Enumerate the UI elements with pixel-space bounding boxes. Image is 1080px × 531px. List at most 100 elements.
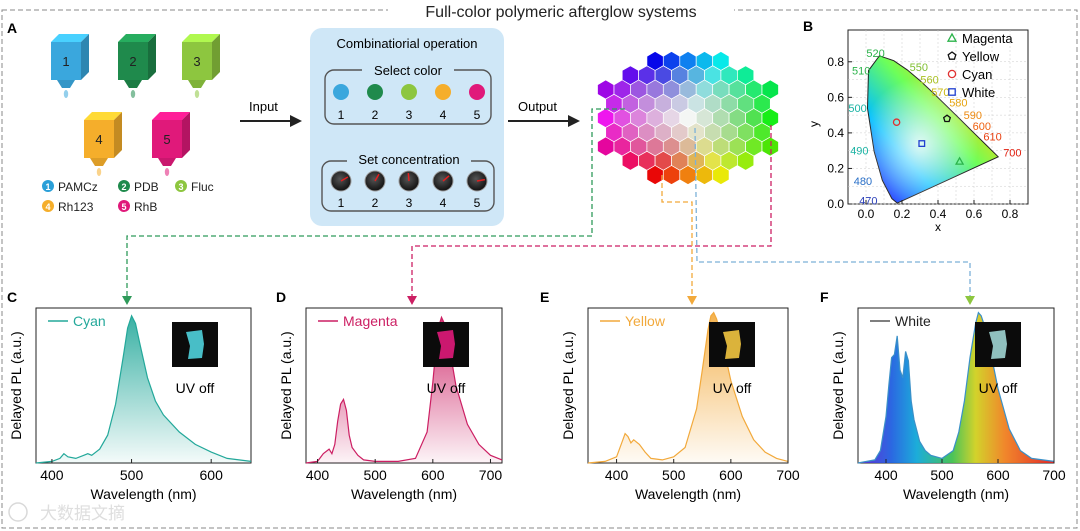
x-tick-label: 400	[40, 467, 64, 483]
vial-number: 1	[62, 54, 69, 69]
cie-x-tick: 0.2	[894, 207, 911, 221]
panel-label-b: B	[803, 18, 813, 34]
input-arrow: Input	[240, 99, 302, 127]
panel-label-e: E	[540, 289, 549, 305]
wavelength-label: 590	[964, 110, 982, 122]
y-axis-label: Delayed PL (a.u.)	[560, 331, 576, 439]
wavelength-label: 510	[852, 66, 870, 78]
dye-legend-item: 2 PDB	[118, 180, 159, 194]
wavelength-label: 520	[866, 48, 884, 60]
vial-number: 4	[95, 132, 102, 147]
wavelength-label: 600	[973, 121, 991, 133]
panel-label-a: A	[7, 20, 17, 36]
x-tick-label: 500	[662, 467, 686, 483]
x-tick-label: 600	[200, 467, 224, 483]
select-color-dot-3[interactable]: 3	[401, 84, 417, 122]
hex-cell	[737, 150, 755, 171]
cie-y-tick: 0.4	[827, 126, 844, 140]
cie-y-tick: 0.0	[827, 197, 844, 211]
svg-text:RhB: RhB	[134, 200, 157, 214]
spectrum-legend: Magenta	[343, 313, 398, 329]
wavelength-label: 490	[850, 146, 868, 158]
concentration-dial-5[interactable]: 5	[466, 170, 488, 210]
concentration-dials: 1 2 3 4 5	[330, 170, 488, 210]
spectrum-legend: White	[895, 313, 931, 329]
cie-y-tick: 0.8	[827, 55, 844, 69]
select-color-dot-5[interactable]: 5	[469, 84, 485, 122]
x-axis-label: Wavelength (nm)	[351, 486, 457, 502]
figure-title: Full-color polymeric afterglow systems	[425, 4, 696, 21]
svg-text:5: 5	[121, 202, 126, 212]
x-tick-label: 400	[874, 467, 898, 483]
spectrum-panel-yellow: 400 500 600 700 Wavelength (nm) Delayed PL (a…	[560, 307, 800, 502]
dye-legend-item: 4 Rh123	[42, 200, 94, 214]
cie-diagram: 520 510 500 490 480 470 5505605705805906006107…	[807, 29, 1029, 234]
cie-legend-magenta: Magenta	[962, 31, 1013, 46]
spectrum-area	[858, 312, 1054, 463]
uv-off-label: UV off	[427, 380, 466, 396]
panel-label-f: F	[820, 289, 829, 305]
dye-vials: 1 2 3 4 5	[51, 34, 220, 176]
watermark-text: 大数据文摘	[40, 504, 125, 523]
combinatorial-box: Combinatiorial operation Select color 1 2…	[310, 28, 504, 226]
uv-off-label: UV off	[713, 380, 752, 396]
spectrum-area	[588, 312, 788, 463]
svg-text:3: 3	[406, 196, 413, 210]
panel-label-d: D	[276, 289, 286, 305]
vial-3: 3	[182, 34, 220, 98]
y-axis-label: Delayed PL (a.u.)	[8, 331, 24, 439]
svg-text:Rh123: Rh123	[58, 200, 94, 214]
svg-text:PDB: PDB	[134, 180, 159, 194]
svg-text:4: 4	[440, 196, 447, 210]
spectrum-legend: Cyan	[73, 313, 106, 329]
cie-legend-yellow: Yellow	[962, 49, 1000, 64]
concentration-dial-4[interactable]: 4	[432, 170, 454, 210]
select-color-dots: 1 2 3 4 5	[333, 84, 485, 122]
spectrum-line	[35, 314, 252, 464]
svg-text:2: 2	[121, 182, 126, 192]
wavelength-label: 550	[910, 62, 928, 74]
vial-number: 3	[193, 54, 200, 69]
cie-x-tick: 0.4	[930, 207, 947, 221]
concentration-dial-3[interactable]: 3	[398, 170, 420, 210]
wavelength-label: 470	[859, 195, 877, 207]
dye-legend-item: 5 RhB	[118, 200, 157, 214]
panel-label-c: C	[7, 289, 17, 305]
x-tick-label: 700	[1042, 467, 1066, 483]
wavelength-label: 610	[983, 131, 1001, 143]
spectrum-area	[36, 315, 251, 463]
x-tick-label: 400	[306, 467, 330, 483]
cie-legend-cyan: Cyan	[962, 67, 992, 82]
wavelength-label: 500	[848, 103, 866, 115]
wavelength-label: 560	[920, 75, 938, 87]
wavelength-label: 580	[949, 98, 967, 110]
svg-text:5: 5	[474, 196, 481, 210]
connector-arrowheads	[122, 296, 975, 305]
select-color-dot-4[interactable]: 4	[435, 84, 451, 122]
spectrum-panel-white: 400 500 600 700 Wavelength (nm) Delayed PL (a…	[830, 307, 1066, 502]
cie-x-tick: 0.8	[1002, 207, 1019, 221]
x-axis-label: Wavelength (nm)	[90, 486, 196, 502]
combinatorial-title: Combinatiorial operation	[337, 36, 478, 51]
svg-text:PAMCz: PAMCz	[58, 180, 98, 194]
x-axis-label: Wavelength (nm)	[903, 486, 1009, 502]
cie-y-tick: 0.2	[827, 161, 844, 175]
x-tick-label: 600	[719, 467, 743, 483]
svg-text:1: 1	[338, 196, 345, 210]
select-color-dot-2[interactable]: 2	[367, 84, 383, 122]
y-axis-label: Delayed PL (a.u.)	[830, 331, 846, 439]
vial-number: 5	[163, 132, 170, 147]
uv-off-label: UV off	[979, 380, 1018, 396]
connector-lines	[126, 108, 971, 300]
spectrum-line	[587, 311, 789, 464]
vial-number: 2	[129, 54, 136, 69]
cie-x-tick: 0.6	[966, 207, 983, 221]
concentration-dial-1[interactable]: 1	[330, 170, 352, 210]
x-axis-label: Wavelength (nm)	[635, 486, 741, 502]
set-concentration-title: Set concentration	[358, 152, 459, 167]
cie-y-tick: 0.6	[827, 90, 844, 104]
select-color-dot-1[interactable]: 1	[333, 84, 349, 122]
concentration-dial-2[interactable]: 2	[364, 170, 386, 210]
x-tick-label: 700	[776, 467, 800, 483]
svg-text:1: 1	[338, 108, 345, 122]
